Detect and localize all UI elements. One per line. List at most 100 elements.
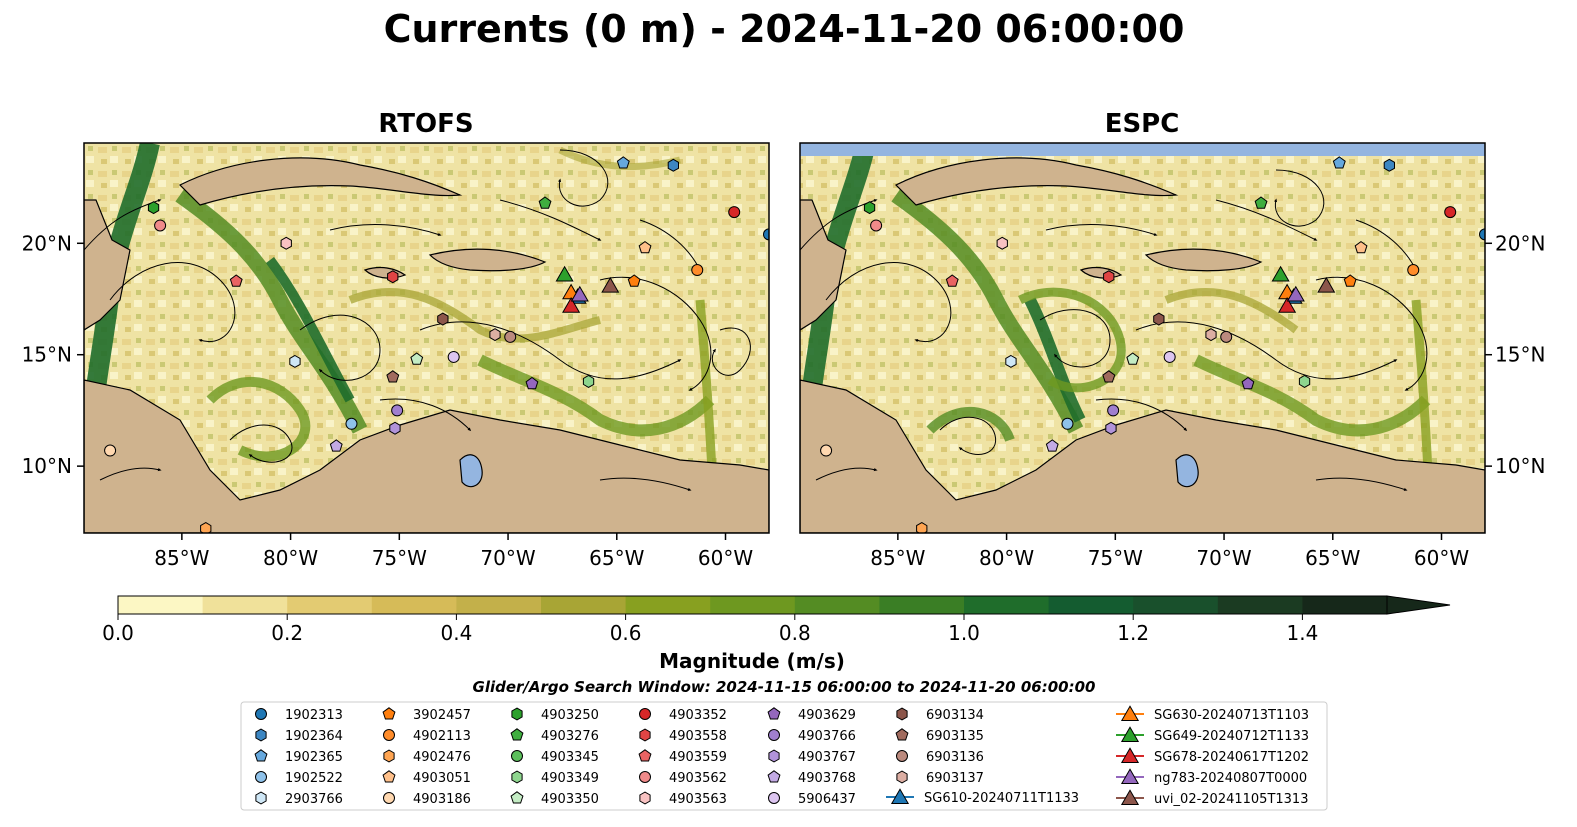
float-marker-4903768 (329, 439, 343, 452)
colorbar-step (287, 596, 373, 614)
float-marker-6903135 (386, 370, 400, 383)
float-marker-4903563 (996, 236, 1008, 250)
lon-tick-label: 85°W (154, 546, 209, 570)
legend-label: 4903250 (541, 708, 599, 723)
legend-entry: SG610-20240711T1133 (886, 788, 1079, 806)
float-marker-4903562 (154, 219, 167, 232)
current-jet-bands (84, 143, 720, 533)
float-marker-4903350 (410, 352, 424, 365)
legend-label: 4902476 (413, 750, 471, 765)
lon-tick-label: 85°W (870, 546, 925, 570)
float-marker-4903186 (104, 444, 117, 457)
legend-label: 4903563 (669, 792, 727, 807)
land-masses (800, 157, 1485, 533)
legend-label: 1902522 (285, 771, 343, 786)
legend-entry: 4902113 (383, 729, 471, 744)
legend-marker-swatch (1120, 726, 1140, 742)
lat-tick-label: 15°N (1495, 343, 1545, 367)
float-marker-4903276 (538, 196, 552, 209)
legend-marker-swatch (510, 791, 524, 804)
legend-marker-swatch (383, 729, 395, 741)
legend-entry: SG678-20240617T1202 (1116, 747, 1309, 765)
float-marker-ng783-20240807T0000 (570, 285, 589, 302)
legend-label: 3902457 (413, 708, 471, 723)
colorbar-tick-label: 1.0 (948, 621, 980, 645)
legend-marker-swatch (1120, 747, 1140, 763)
legend-entry: 4903629 (767, 707, 856, 723)
lon-tick-label: 65°W (1305, 546, 1360, 570)
legend-marker-swatch (255, 708, 267, 720)
legend-label: 4903768 (798, 771, 856, 786)
float-marker-4903349 (582, 374, 595, 388)
float-marker-4903250 (147, 201, 160, 215)
colorbar-tick-label: 0.6 (610, 621, 642, 645)
figure-title: Currents (0 m) - 2024-11-20 06:00:00 (384, 7, 1185, 51)
legend-marker-swatch (1120, 768, 1140, 784)
legend-marker-swatch (768, 749, 780, 763)
lon-tick-label: 75°W (372, 546, 427, 570)
lat-tick-label: 10°N (1495, 454, 1545, 478)
legend-entry: 4903563 (639, 791, 727, 807)
legend-entry: 4903250 (511, 707, 599, 723)
legend-label: 4903186 (413, 792, 471, 807)
legend-marker-swatch (639, 771, 651, 783)
legend-entry: 3902457 (382, 707, 471, 723)
map-panel-rtofs: RTOFS (22, 109, 770, 570)
colorbar-step (710, 596, 796, 614)
lon-tick-label: 60°W (1414, 546, 1469, 570)
legend-entry: 4903345 (511, 750, 599, 765)
colorbar: 0.0 0.2 0.4 0.6 0.8 1.0 1.2 1.4 Magnitude (m/s) (102, 595, 1451, 673)
legend-entry: 4903766 (768, 729, 856, 744)
float-marker-SG678-20240617T1202 (1278, 297, 1297, 313)
legend-marker-swatch (638, 749, 652, 762)
float-marker-uvi_02-20241105T1313 (601, 276, 620, 293)
legend-entry: 6903137 (896, 770, 984, 786)
legend-entry: 4903352 (639, 708, 727, 723)
legend-marker-swatch (254, 749, 268, 762)
legend-label: 1902313 (285, 708, 343, 723)
float-marker-3902457 (1343, 274, 1357, 287)
legend-entry: 1902365 (254, 749, 343, 765)
legend-label: SG630-20240713T1103 (1154, 708, 1309, 723)
legend-label: 4903349 (541, 771, 599, 786)
legend-entry: 4903767 (768, 749, 856, 765)
float-marker-6903135 (1102, 370, 1116, 383)
legend-label: 6903135 (926, 729, 984, 744)
legend-marker-swatch (768, 729, 780, 741)
colorbar-step (879, 596, 965, 614)
legend-label: 1902365 (285, 750, 343, 765)
legend-entry: 4903562 (639, 771, 727, 786)
float-marker-4903766 (391, 404, 404, 417)
legend-label: 6903137 (926, 771, 984, 786)
legend-label: 4903559 (669, 750, 727, 765)
legend-label: 6903134 (926, 708, 984, 723)
legend-entry: 4903768 (767, 770, 856, 786)
float-marker-4902113 (691, 264, 704, 277)
legend-marker-swatch (639, 728, 651, 742)
float-marker-3902457 (627, 274, 641, 287)
legend-entry: 4902476 (383, 749, 471, 765)
legend-entry: 4903186 (383, 792, 471, 807)
colorbar-label: Magnitude (m/s) (659, 649, 845, 673)
float-marker-uvi_02-20241105T1313 (1317, 276, 1336, 293)
float-marker-4903558 (1103, 270, 1115, 284)
legend-marker-swatch (383, 792, 395, 804)
legend-label: 6903136 (926, 750, 984, 765)
float-marker-4903562 (870, 219, 883, 232)
legend-frame (240, 701, 1328, 811)
lon-tick-label: 65°W (589, 546, 644, 570)
float-marker-5906437 (1163, 350, 1176, 363)
colorbar-step (1302, 596, 1388, 614)
float-marker-1902365 (616, 156, 630, 169)
legend-marker-swatch (382, 707, 396, 720)
legend-label: 4903352 (669, 708, 727, 723)
float-marker-4903349 (1298, 374, 1311, 388)
lon-tick-label: 70°W (480, 546, 535, 570)
lat-tick-label: 20°N (22, 231, 72, 255)
map-title-espc: ESPC (1105, 109, 1180, 139)
legend-label: 4902113 (413, 729, 471, 744)
float-marker-4903350 (1126, 352, 1140, 365)
legend-entry: 4903051 (382, 770, 471, 786)
float-marker-1902522 (1061, 417, 1074, 430)
colorbar-extension (1386, 595, 1451, 615)
